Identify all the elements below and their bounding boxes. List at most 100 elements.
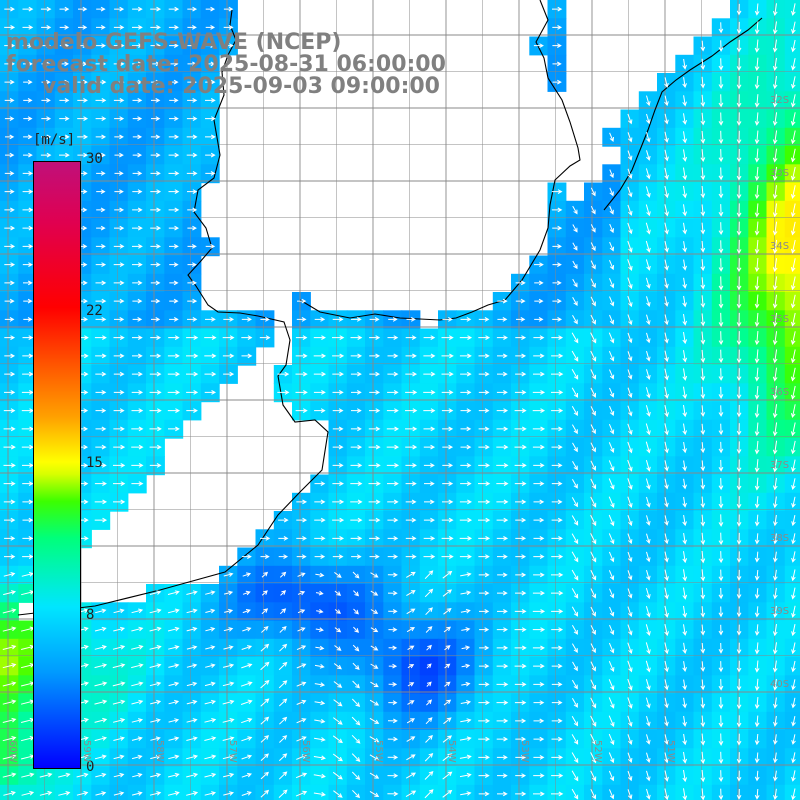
- wind-arrow: [425, 717, 433, 725]
- wind-arrow: [149, 463, 162, 468]
- wind-arrow: [664, 368, 669, 381]
- forecast-date: forecast date: 2025-08-31 06:00:00: [6, 52, 446, 77]
- wind-arrow: [77, 43, 88, 48]
- wind-arrow: [22, 244, 34, 249]
- wind-cell: [401, 748, 421, 768]
- wind-arrow: [551, 791, 564, 797]
- wind-arrow: [132, 6, 143, 12]
- wind-arrow: [41, 134, 52, 140]
- wind-arrow: [497, 590, 508, 596]
- wind-arrow: [664, 623, 669, 637]
- wind-arrow: [551, 590, 564, 596]
- wind-arrow: [590, 551, 597, 563]
- wind-arrow: [22, 371, 34, 377]
- wind-arrow: [441, 517, 454, 523]
- wind-arrow: [718, 514, 724, 527]
- wind-arrow: [59, 43, 70, 48]
- wind-arrow: [646, 132, 651, 143]
- wind-arrow: [387, 791, 399, 797]
- wind-arrow: [387, 335, 399, 340]
- wind-arrow: [682, 460, 687, 472]
- wind-arrow: [444, 681, 451, 687]
- wind-arrow: [646, 715, 651, 727]
- wind-arrow: [627, 240, 633, 253]
- wind-arrow: [791, 478, 796, 491]
- wind-arrow: [551, 517, 563, 523]
- wind-arrow: [700, 295, 706, 308]
- wind-cell: [784, 255, 800, 275]
- wind-cell: [383, 784, 403, 800]
- wind-cell: [419, 602, 439, 622]
- wind-arrow: [242, 609, 251, 614]
- wind-arrow: [754, 221, 760, 236]
- wind-arrow: [664, 386, 669, 399]
- wind-arrow: [608, 514, 615, 527]
- wind-cell: [784, 73, 800, 92]
- wind-arrow: [791, 788, 796, 800]
- wind-cell: [675, 784, 695, 800]
- wind-arrow: [645, 240, 651, 253]
- wind-arrow: [113, 335, 125, 340]
- wind-cell: [273, 602, 293, 622]
- wind-arrow: [369, 790, 380, 797]
- wind-arrow: [552, 244, 562, 249]
- wind-cell: [784, 346, 800, 366]
- wind-arrow: [609, 187, 614, 197]
- wind-arrow: [332, 499, 345, 505]
- wind-arrow: [3, 790, 16, 796]
- wind-arrow: [387, 554, 399, 559]
- wind-cell: [784, 365, 800, 384]
- wind-arrow: [772, 239, 778, 254]
- wind-cell: [310, 784, 330, 800]
- wind-arrow: [59, 116, 70, 121]
- wind-arrow: [551, 426, 563, 432]
- wind-arrow: [571, 643, 578, 654]
- wind-arrow: [532, 609, 546, 614]
- wind-arrow: [551, 408, 564, 413]
- wind-arrow: [2, 626, 17, 632]
- wind-arrow: [406, 571, 416, 578]
- wind-arrow: [645, 587, 651, 600]
- wind-arrow: [205, 43, 216, 48]
- wind-arrow: [95, 43, 106, 48]
- wind-arrow: [204, 353, 217, 359]
- wind-arrow: [552, 225, 563, 231]
- wind-arrow: [551, 207, 563, 213]
- wind-arrow: [718, 240, 724, 254]
- wind-arrow: [700, 40, 706, 52]
- wind-arrow: [406, 608, 416, 615]
- wind-arrow: [772, 76, 778, 90]
- wind-arrow: [132, 189, 143, 194]
- wind-arrow: [516, 317, 526, 322]
- wind-arrow: [682, 569, 688, 582]
- wind-arrow: [132, 171, 143, 176]
- wind-cell: [419, 584, 439, 603]
- wind-cell: [784, 511, 800, 530]
- wind-cell: [0, 784, 19, 800]
- wind-arrow: [370, 609, 379, 614]
- wind-arrow: [222, 681, 235, 687]
- wind-arrow: [442, 463, 454, 468]
- wind-arrow: [205, 79, 216, 85]
- wind-arrow: [278, 536, 289, 541]
- wind-arrow: [241, 754, 253, 760]
- wind-arrow: [334, 645, 342, 651]
- wind-arrow: [3, 590, 17, 596]
- wind-arrow: [645, 642, 651, 655]
- wind-arrow: [590, 478, 597, 490]
- wind-arrow: [5, 152, 15, 158]
- wind-arrow: [460, 590, 472, 596]
- wind-arrow: [773, 788, 778, 800]
- wind-arrow: [460, 426, 472, 432]
- wind-arrow: [167, 371, 181, 377]
- wind-arrow: [664, 113, 669, 125]
- wind-arrow: [149, 426, 162, 432]
- wind-arrow: [772, 258, 778, 273]
- wind-arrow: [4, 517, 16, 523]
- wind-arrow: [571, 606, 579, 617]
- wind-arrow: [168, 754, 180, 760]
- wind-arrow: [442, 771, 453, 780]
- wind-arrow: [314, 554, 326, 559]
- wind-arrow: [664, 404, 669, 418]
- wind-arrow: [149, 645, 162, 650]
